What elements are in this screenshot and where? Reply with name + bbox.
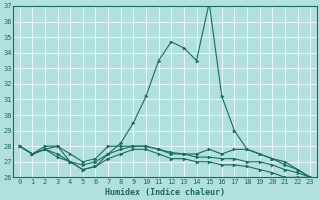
X-axis label: Humidex (Indice chaleur): Humidex (Indice chaleur) <box>105 188 225 197</box>
